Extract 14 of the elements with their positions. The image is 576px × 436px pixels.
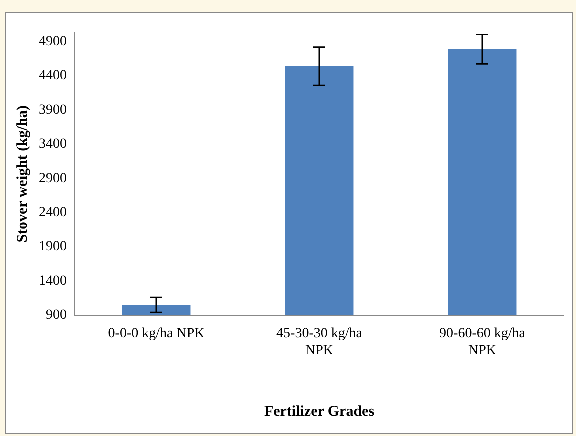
x-tick-label: 0-0-0 kg/ha NPK <box>108 326 205 342</box>
y-tick-label: 1400 <box>39 274 67 289</box>
x-tick-label: 90-60-60 kg/ha NPK <box>440 326 526 358</box>
y-axis-title: Stover weight (kg/ha) <box>14 106 31 243</box>
y-tick-label: 900 <box>46 308 67 324</box>
y-tick-label: 4900 <box>39 34 67 50</box>
y-tick-label: 2400 <box>39 206 67 221</box>
y-tick-label: 1900 <box>39 240 67 255</box>
y-tick-label: 4400 <box>39 68 67 84</box>
y-tick-label: 3400 <box>39 137 67 152</box>
y-tick-label: 2900 <box>39 171 67 186</box>
x-axis-title: Fertilizer Grades <box>264 404 375 420</box>
y-tick-label: 3900 <box>39 102 67 118</box>
x-tick-label: 45-30-30 kg/ha NPK <box>276 326 364 358</box>
